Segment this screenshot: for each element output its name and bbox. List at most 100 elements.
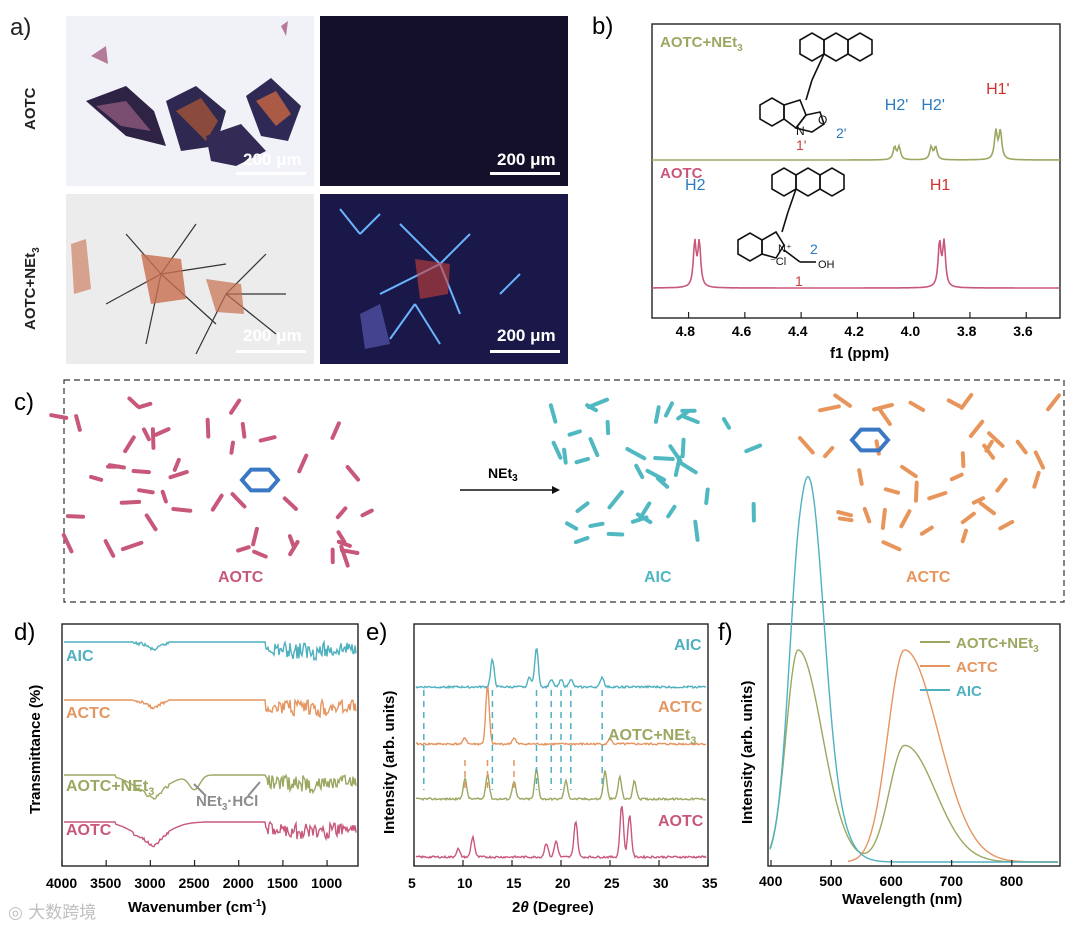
scale-label-4: 200 μm	[497, 326, 556, 345]
aotc-net3-brightfield-image	[66, 194, 314, 364]
bond-2-4	[913, 480, 919, 503]
bond-1-8	[573, 535, 590, 545]
ir-label-aic: AIC	[66, 648, 94, 665]
bond-2-16	[968, 419, 985, 438]
bond-0-20	[252, 549, 268, 559]
bond-0-10	[336, 539, 352, 548]
bond-2-28	[998, 519, 1015, 531]
bond-0-21	[171, 506, 193, 513]
nmr-tick-label-4: 4.0	[901, 323, 921, 339]
bond-1-4	[682, 414, 700, 425]
xrd-tick-label-3: 20	[555, 875, 571, 891]
ir-series-3	[64, 820, 357, 848]
bond-2-15	[971, 496, 986, 505]
bond-0-23	[240, 422, 247, 439]
pl-tick-label-0: 400	[759, 873, 783, 889]
bond-0-9	[137, 401, 153, 410]
bond-1-12	[680, 437, 686, 459]
ir-annotation: NEt3·HCl	[196, 793, 258, 813]
nmr-tick-label-1: 4.6	[732, 323, 752, 339]
xrd-label-aic: AIC	[674, 637, 702, 654]
bond-2-13	[857, 468, 864, 486]
bond-2-5	[836, 510, 853, 518]
scale-bar-1	[236, 172, 306, 175]
bond-0-26	[287, 534, 296, 549]
bond-2-33	[833, 393, 852, 408]
bond-1-37	[564, 521, 579, 531]
bond-2-14	[919, 525, 934, 536]
ir-tick-label-6: 1000	[311, 875, 342, 891]
aotc-net3-fluorescence-image	[320, 194, 568, 364]
bond-1-10	[625, 447, 647, 461]
bond-1-36	[704, 487, 710, 505]
bond-1-27	[693, 519, 700, 542]
nmr-plot: H2' H2' H1' H2 H1 4.8 4.6 4.4 4.2 4.0 3.8 3.6	[652, 81, 1061, 339]
pl-frame	[767, 623, 1061, 867]
panel-a-letter: a)	[10, 14, 32, 41]
bond-2-9	[995, 477, 1008, 493]
bond-0-40	[230, 492, 247, 509]
bond-0-34	[127, 396, 140, 409]
watermark: ◎ 大数跨境	[8, 903, 97, 923]
nmr-tick-label-5: 3.8	[957, 323, 977, 339]
bond-2-37	[899, 509, 912, 529]
bond-1-33	[676, 410, 690, 421]
bond-2-31	[982, 443, 996, 460]
bond-0-41	[251, 526, 259, 547]
xrd-plot: 5 10 15 20 25 30 35	[408, 647, 718, 891]
bond-0-42	[210, 493, 224, 512]
aotc-fluorescence-image	[320, 16, 568, 186]
label-aic-c: AIC	[644, 569, 672, 586]
ir-label-aotc-net3: AOTC+NEt3	[66, 778, 154, 798]
aotc-brightfield-image	[66, 16, 314, 186]
bond-0-43	[144, 513, 158, 532]
bond-0-3	[160, 489, 168, 504]
panel-c-letter: c)	[14, 389, 34, 416]
bond-2-8	[822, 446, 835, 459]
ir-frame	[61, 623, 359, 867]
ir-tick-label-4: 2000	[223, 875, 254, 891]
bond-2-19	[1033, 450, 1046, 470]
nmr-structure-top	[759, 32, 873, 133]
o-atom-top: O	[818, 113, 827, 127]
n-atom-top: N	[796, 124, 805, 138]
reaction-arrowhead	[552, 486, 560, 494]
bond-1-31	[562, 447, 568, 465]
bond-1-20	[663, 401, 674, 418]
pl-ylabel: Intensity (arb. units)	[739, 681, 756, 824]
bond-0-19	[330, 421, 341, 440]
bond-2-25	[883, 487, 901, 495]
ir-ylabel: Transmittance (%)	[27, 685, 44, 814]
bond-0-37	[288, 539, 300, 557]
oh-group: OH	[818, 259, 835, 271]
n-plus-atom: N⁺	[778, 243, 792, 255]
ir-tick-label-0: 4000	[46, 875, 77, 891]
panel-b-letter: b)	[592, 13, 613, 40]
pl-legend-2: AIC	[956, 683, 982, 700]
nmr-peak-label-0-1: H2'	[921, 97, 945, 114]
cl-atom: ⁻Cl	[770, 256, 786, 268]
ir-arrow-2	[247, 781, 261, 797]
pl-tick-label-1: 500	[819, 873, 843, 889]
bond-2-0	[960, 528, 968, 544]
bond-1-15	[744, 443, 763, 454]
bond-2-17	[872, 402, 894, 412]
scale-label-3: 200 μm	[243, 326, 302, 345]
scale-label-2: 200 μm	[497, 150, 556, 169]
xrd-series-0	[415, 647, 707, 690]
scale-bar-2	[490, 172, 560, 175]
pl-tick-label-3: 700	[940, 873, 964, 889]
bond-1-21	[588, 437, 600, 458]
bond-0-8	[137, 488, 155, 495]
bond-0-28	[205, 417, 211, 439]
nmr-series-0	[652, 128, 1061, 161]
nmr-peak-label-0-2: H1'	[986, 81, 1010, 98]
bond-2-32	[876, 406, 892, 427]
label-1prime: 1'	[796, 137, 806, 153]
bond-2-11	[880, 507, 887, 530]
bond-1-28	[585, 403, 598, 413]
bond-0-31	[172, 457, 181, 472]
xrd-label-aotc: AOTC	[658, 813, 704, 830]
bond-2-35	[1015, 439, 1028, 455]
nmr-series-1	[652, 238, 1060, 289]
